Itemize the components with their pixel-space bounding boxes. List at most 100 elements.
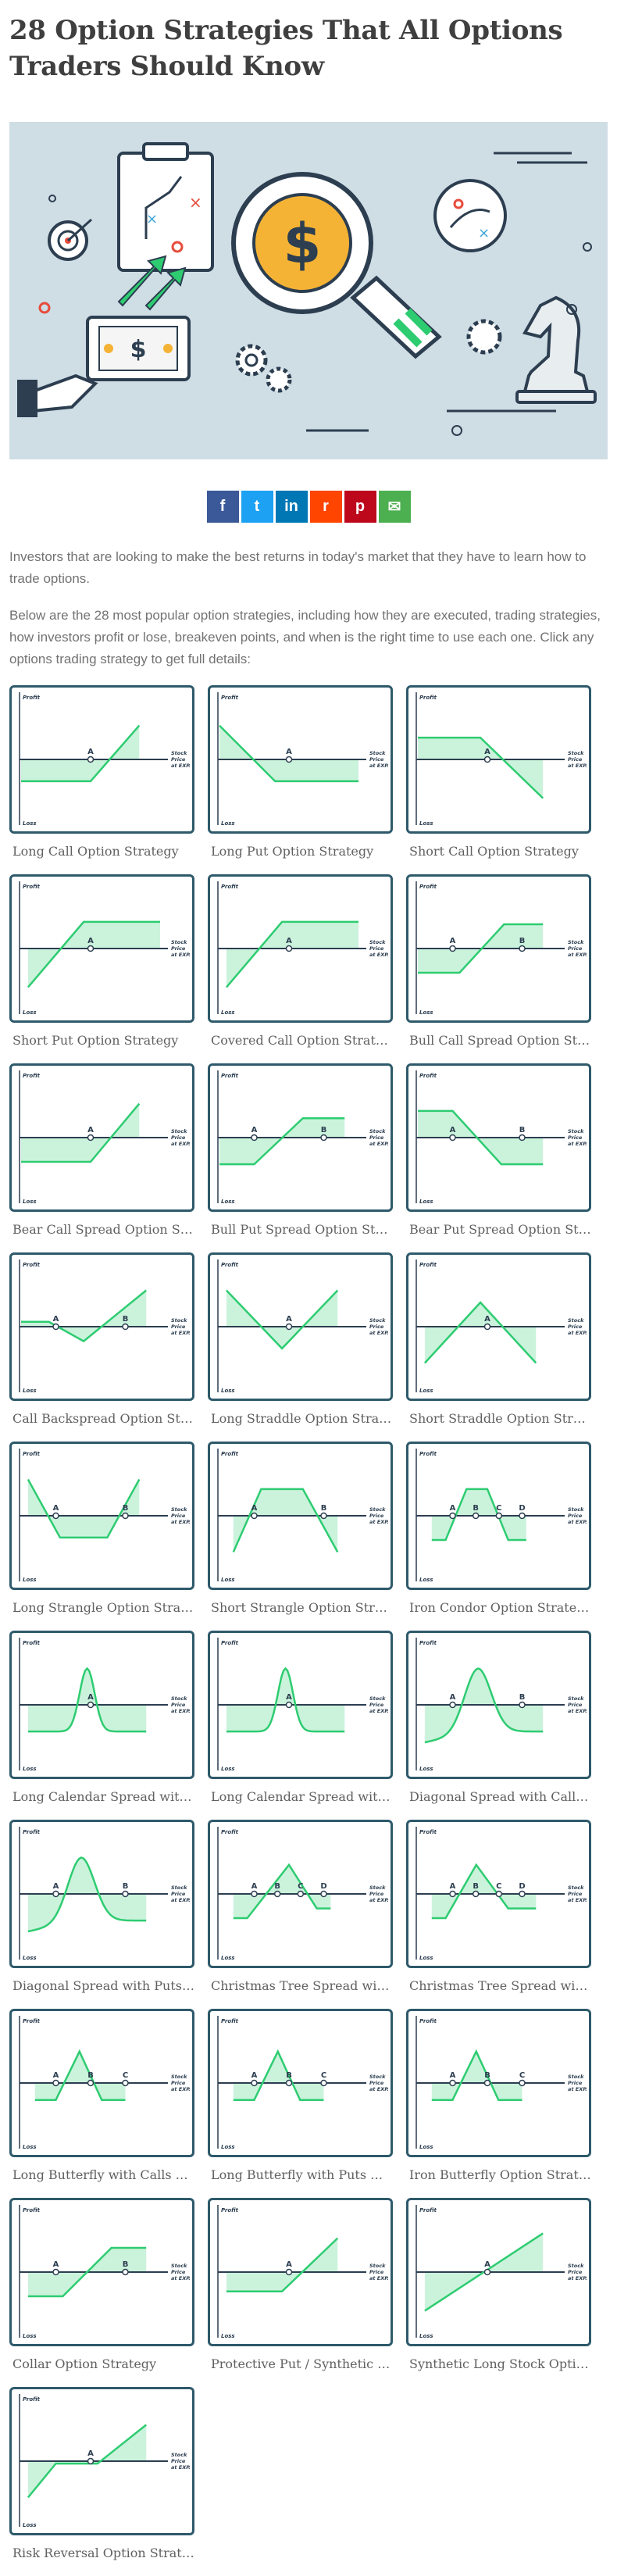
strategy-card[interactable]: A B Profit Loss Stock Price at EXP. Call Backsp…	[9, 1252, 194, 1442]
stock-price-label: at EXP.	[568, 2086, 587, 2092]
payoff-diagram[interactable]: A Profit Loss Stock Price at EXP.	[406, 1252, 591, 1401]
strategy-card[interactable]: A B C Profit Loss Stock Price at EXP. Iron Butte…	[406, 2009, 591, 2198]
strategy-title-link[interactable]: Long Calendar Spread with C...	[12, 1789, 194, 1804]
payoff-diagram[interactable]: A Profit Loss Stock Price at EXP.	[208, 1252, 393, 1401]
payoff-diagram[interactable]: A B Profit Loss Stock Price at EXP.	[9, 1442, 194, 1590]
payoff-diagram[interactable]: A B Profit Loss Stock Price at EXP.	[9, 1820, 194, 1968]
strategy-card[interactable]: A B Profit Loss Stock Price at EXP. Bull Put Sp…	[208, 1063, 393, 1252]
strategy-title-link[interactable]: Iron Butterfly Option Strategy	[409, 2167, 591, 2182]
share-linkedin-button[interactable]: in	[275, 491, 308, 523]
payoff-diagram[interactable]: A B C Profit Loss Stock Price at EXP.	[208, 2009, 393, 2157]
strategy-title-link[interactable]: Long Strangle Option Strategy	[12, 1600, 194, 1615]
strategy-title-link[interactable]: Long Put Option Strategy	[211, 844, 374, 859]
strike-label: A	[484, 2260, 490, 2269]
payoff-diagram[interactable]: A Profit Loss Stock Price at EXP.	[406, 685, 591, 834]
strategy-title-link[interactable]: Risk Reversal Option Strategy	[12, 2546, 194, 2560]
strategy-card[interactable]: A Profit Loss Stock Price at EXP. Risk Reversa…	[9, 2387, 194, 2576]
share-email-button[interactable]: ✉	[378, 491, 411, 523]
strategy-card[interactable]: A Profit Loss Stock Price at EXP. Long Put Opt…	[208, 685, 393, 874]
strategy-title-link[interactable]: Iron Condor Option Strategy	[409, 1600, 591, 1615]
strategy-card[interactable]: A Profit Loss Stock Price at EXP. Covered Call…	[208, 874, 393, 1063]
payoff-diagram[interactable]: A B Profit Loss Stock Price at EXP.	[406, 874, 591, 1023]
payoff-diagram[interactable]: A Profit Loss Stock Price at EXP.	[208, 874, 393, 1023]
strategy-card[interactable]: A Profit Loss Stock Price at EXP. Bear Call Sp…	[9, 1063, 194, 1252]
strategy-card[interactable]: A B Profit Loss Stock Price at EXP. Bear Put Sp…	[406, 1063, 591, 1252]
payoff-diagram[interactable]: A B C Profit Loss Stock Price at EXP.	[406, 2009, 591, 2157]
payoff-diagram[interactable]: A Profit Loss Stock Price at EXP.	[9, 2387, 194, 2535]
strategy-card[interactable]: A Profit Loss Stock Price at EXP. Short Call O…	[406, 685, 591, 874]
payoff-area	[226, 921, 358, 988]
strategy-title-link[interactable]: Short Put Option Strategy	[12, 1033, 179, 1048]
strategy-card[interactable]: A Profit Loss Stock Price at EXP. Short Put Op…	[9, 874, 194, 1063]
strategy-card[interactable]: A B Profit Loss Stock Price at EXP. Short Stran…	[208, 1442, 393, 1631]
strategy-title-link[interactable]: Call Backspread Option Strat...	[12, 1411, 194, 1426]
share-pinterest-button[interactable]: p	[344, 491, 376, 523]
strategy-title-link[interactable]: Bull Call Spread Option Strat...	[409, 1033, 591, 1048]
strategy-title-link[interactable]: Bear Call Spread Option Stra...	[12, 1222, 194, 1237]
payoff-diagram[interactable]: A B Profit Loss Stock Price at EXP.	[208, 1063, 393, 1212]
strategy-title-link[interactable]: Long Straddle Option Strategy	[211, 1411, 393, 1426]
strategy-title-link[interactable]: Synthetic Long Stock Option ...	[409, 2356, 591, 2371]
strategy-card[interactable]: A B Profit Loss Stock Price at EXP. Long Strang…	[9, 1442, 194, 1631]
payoff-diagram[interactable]: A B Profit Loss Stock Price at EXP.	[9, 1252, 194, 1401]
strategy-title-link[interactable]: Long Call Option Strategy	[12, 844, 179, 859]
strategy-card[interactable]: A Profit Loss Stock Price at EXP. Long Calenda…	[208, 1631, 393, 1820]
strike-label: B	[123, 1315, 129, 1324]
payoff-diagram[interactable]: A B Profit Loss Stock Price at EXP.	[9, 2198, 194, 2346]
strategy-card[interactable]: A Profit Loss Stock Price at EXP. Protective P…	[208, 2198, 393, 2387]
strategy-card[interactable]: A B Profit Loss Stock Price at EXP. Diagonal Sp…	[9, 1820, 194, 2009]
strategy-card[interactable]: A Profit Loss Stock Price at EXP. Long Calenda…	[9, 1631, 194, 1820]
profit-label: Profit	[221, 884, 239, 890]
payoff-diagram[interactable]: A Profit Loss Stock Price at EXP.	[9, 685, 194, 834]
strategy-card[interactable]: A B Profit Loss Stock Price at EXP. Collar Opti…	[9, 2198, 194, 2387]
strategy-title-link[interactable]: Diagonal Spread with Puts O...	[12, 1978, 194, 1993]
strategy-title-link[interactable]: Short Straddle Option Strate...	[409, 1411, 591, 1426]
share-twitter-button[interactable]: t	[241, 491, 273, 523]
strategy-card[interactable]: A B C Profit Loss Stock Price at EXP. Long Butte…	[9, 2009, 194, 2198]
payoff-diagram[interactable]: A B C D Profit Loss Stock Price at EXP.	[406, 1442, 591, 1590]
strategy-title-link[interactable]: Short Strangle Option Strate...	[211, 1600, 393, 1615]
share-facebook-button[interactable]: f	[206, 491, 239, 523]
payoff-diagram[interactable]: A Profit Loss Stock Price at EXP.	[208, 685, 393, 834]
strategy-title-link[interactable]: Collar Option Strategy	[12, 2356, 157, 2371]
strategy-title-link[interactable]: Christmas Tree Spread with ...	[409, 1978, 591, 1993]
strategy-card[interactable]: A Profit Loss Stock Price at EXP. Short Stradd…	[406, 1252, 591, 1442]
share-reddit-button[interactable]: r	[309, 491, 342, 523]
payoff-diagram[interactable]: A Profit Loss Stock Price at EXP.	[406, 2198, 591, 2346]
strike-point	[285, 1701, 293, 1709]
strategy-card[interactable]: A Profit Loss Stock Price at EXP. Synthetic Lo…	[406, 2198, 591, 2387]
strategy-card[interactable]: A B C D Profit Loss Stock Price at EXP. Christmas…	[406, 1820, 591, 2009]
strategy-title-link[interactable]: Bear Put Spread Option Strat...	[409, 1222, 591, 1237]
payoff-diagram[interactable]: A Profit Loss Stock Price at EXP.	[9, 1631, 194, 1779]
payoff-diagram[interactable]: A B Profit Loss Stock Price at EXP.	[406, 1631, 591, 1779]
payoff-diagram[interactable]: A Profit Loss Stock Price at EXP.	[208, 1631, 393, 1779]
strategy-title-link[interactable]: Short Call Option Strategy	[409, 844, 579, 859]
payoff-diagram[interactable]: A B C D Profit Loss Stock Price at EXP.	[208, 1820, 393, 1968]
strategy-title-link[interactable]: Covered Call Option Strategy	[211, 1033, 393, 1048]
payoff-diagram[interactable]: A B C D Profit Loss Stock Price at EXP.	[406, 1820, 591, 1968]
strategy-card[interactable]: A B C Profit Loss Stock Price at EXP. Long Butte…	[208, 2009, 393, 2198]
strike-label: A	[251, 2071, 258, 2080]
strategy-title-link[interactable]: Long Butterfly with Calls Opt...	[12, 2167, 194, 2182]
strategy-card[interactable]: A B Profit Loss Stock Price at EXP. Bull Call S…	[406, 874, 591, 1063]
strategy-title-link[interactable]: Long Butterfly with Puts Opti...	[211, 2167, 393, 2182]
strategy-card[interactable]: A B C D Profit Loss Stock Price at EXP. Iron Cond…	[406, 1442, 591, 1631]
payoff-diagram[interactable]: A B C Profit Loss Stock Price at EXP.	[9, 2009, 194, 2157]
payoff-diagram[interactable]: A Profit Loss Stock Price at EXP.	[9, 1063, 194, 1212]
strategy-title-link[interactable]: Long Calendar Spread with P...	[211, 1789, 393, 1804]
strategy-card[interactable]: A Profit Loss Stock Price at EXP. Long Call Op…	[9, 685, 194, 874]
payoff-line	[232, 1488, 339, 1553]
payoff-diagram[interactable]: A B Profit Loss Stock Price at EXP.	[208, 1442, 393, 1590]
payoff-diagram[interactable]: A Profit Loss Stock Price at EXP.	[9, 874, 194, 1023]
strategy-card[interactable]: A Profit Loss Stock Price at EXP. Long Straddl…	[208, 1252, 393, 1442]
strategy-card[interactable]: A B Profit Loss Stock Price at EXP. Diagonal Sp…	[406, 1631, 591, 1820]
strike-point	[495, 1512, 503, 1520]
strategy-title-link[interactable]: Diagonal Spread with Calls O...	[409, 1789, 591, 1804]
stock-price-label: Stock	[369, 1506, 386, 1513]
strategy-title-link[interactable]: Protective Put / Synthetic Lo...	[211, 2356, 393, 2371]
payoff-diagram[interactable]: A B Profit Loss Stock Price at EXP.	[406, 1063, 591, 1212]
strategy-card[interactable]: A B C D Profit Loss Stock Price at EXP. Christmas…	[208, 1820, 393, 2009]
payoff-diagram[interactable]: A Profit Loss Stock Price at EXP.	[208, 2198, 393, 2346]
strategy-title-link[interactable]: Bull Put Spread Option Strat...	[211, 1222, 393, 1237]
strategy-title-link[interactable]: Christmas Tree Spread with ...	[211, 1978, 393, 1993]
